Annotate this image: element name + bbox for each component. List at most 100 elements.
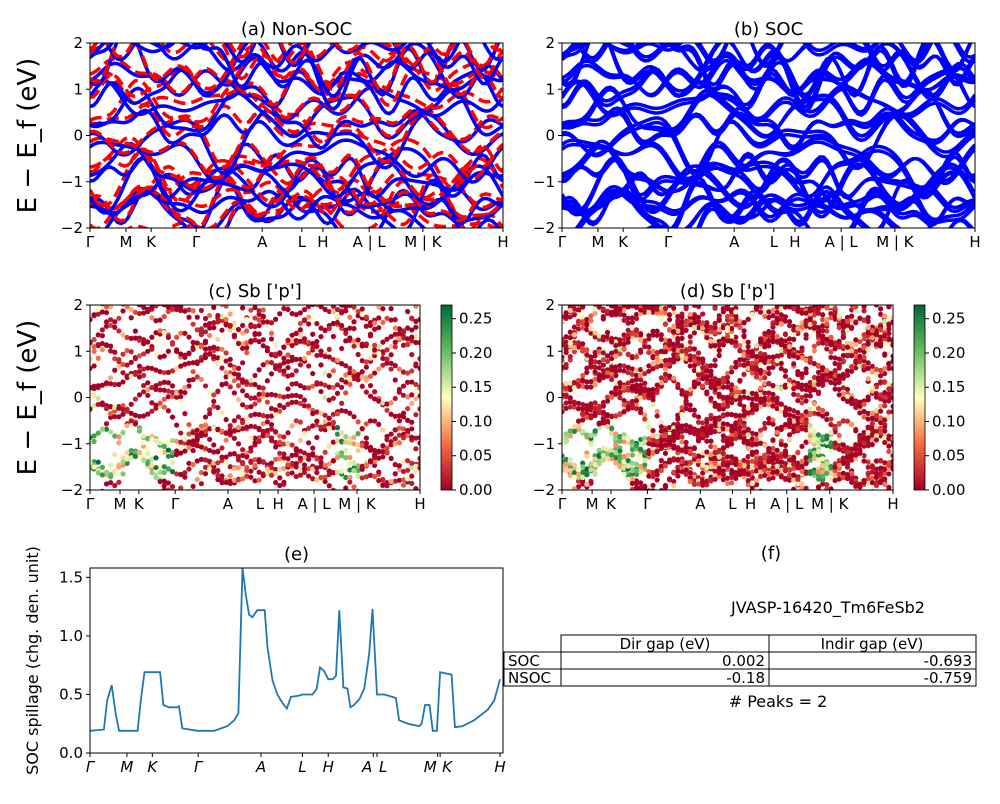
projection-point xyxy=(629,480,635,487)
projection-point xyxy=(248,468,254,474)
projection-point xyxy=(211,425,217,431)
projection-point xyxy=(563,431,569,437)
band-line-spin-up xyxy=(90,79,503,122)
projection-point xyxy=(770,354,776,360)
projection-point xyxy=(646,344,652,350)
projection-point xyxy=(211,398,217,404)
projection-point xyxy=(753,449,760,455)
projection-point xyxy=(170,298,175,303)
projection-point xyxy=(778,474,784,480)
projection-point xyxy=(293,399,299,405)
projection-point xyxy=(733,458,739,464)
projection-point xyxy=(712,324,718,331)
projection-point xyxy=(716,416,722,422)
projection-point xyxy=(741,320,747,326)
projection-point xyxy=(799,425,805,431)
projection-point xyxy=(597,297,602,302)
projection-point xyxy=(890,403,893,409)
projection-point xyxy=(367,319,374,326)
projection-point xyxy=(708,395,714,401)
projection-point xyxy=(877,478,884,485)
projection-point xyxy=(260,337,266,343)
projection-point xyxy=(671,443,677,449)
projection-point xyxy=(285,306,291,313)
projection-point xyxy=(832,425,838,431)
projection-point xyxy=(873,372,880,378)
projection-point xyxy=(799,480,805,487)
projection-point xyxy=(235,372,242,378)
projection-point xyxy=(290,494,295,499)
projection-point xyxy=(376,469,382,475)
projection-point xyxy=(136,353,143,359)
projection-point xyxy=(112,298,117,303)
projection-point xyxy=(613,308,619,315)
projection-point xyxy=(820,469,826,475)
projection-point xyxy=(252,372,258,379)
projection-point xyxy=(770,359,776,365)
projection-point xyxy=(712,400,718,406)
projection-point xyxy=(277,311,283,317)
projection-point xyxy=(807,452,813,458)
projection-point xyxy=(609,431,615,437)
projection-point xyxy=(857,363,863,369)
projection-point xyxy=(820,413,826,419)
projection-point xyxy=(301,355,308,361)
projection-point xyxy=(355,313,361,319)
projection-point xyxy=(642,488,648,490)
projection-point xyxy=(240,476,246,482)
x-tick-label: Γ xyxy=(192,233,201,251)
axes-frame xyxy=(89,567,504,754)
projection-point xyxy=(182,436,188,442)
projection-point xyxy=(695,367,702,373)
projection-point xyxy=(268,426,275,432)
row-label: NSOC xyxy=(508,669,551,687)
projection-point xyxy=(853,341,859,348)
projection-point xyxy=(708,343,714,349)
projection-point xyxy=(182,384,188,391)
projection-point xyxy=(820,333,826,339)
projection-point xyxy=(593,291,598,296)
projection-point xyxy=(277,433,283,439)
projection-point xyxy=(770,364,776,370)
projection-point xyxy=(281,465,287,472)
projection-point xyxy=(654,306,660,312)
projection-point xyxy=(753,343,760,349)
projection-point xyxy=(716,470,722,476)
projection-point xyxy=(729,382,735,388)
projection-point xyxy=(638,377,644,383)
projection-point xyxy=(766,420,772,426)
projection-point xyxy=(791,413,797,419)
projection-point xyxy=(671,483,677,489)
projection-point xyxy=(799,294,804,299)
projection-point xyxy=(836,442,842,448)
projection-point xyxy=(207,407,213,413)
projection-point xyxy=(700,375,706,382)
projection-point xyxy=(248,445,254,451)
projection-point xyxy=(865,376,871,382)
projection-point xyxy=(613,299,618,304)
projection-point xyxy=(227,478,233,484)
projection-point xyxy=(820,317,826,323)
projection-point xyxy=(190,339,196,346)
projection-point xyxy=(260,307,266,313)
x-tick-label: H xyxy=(272,495,283,513)
projection-point xyxy=(866,284,871,289)
y-tick-label: −1 xyxy=(533,435,555,453)
projection-point xyxy=(194,476,200,483)
projection-point xyxy=(306,363,312,369)
projection-point xyxy=(720,421,726,427)
projection-point xyxy=(182,474,188,480)
projection-point xyxy=(857,491,862,496)
projection-point xyxy=(700,359,706,366)
projection-point xyxy=(720,460,726,466)
colorbar-tick-label: 0.15 xyxy=(932,378,965,396)
projection-point xyxy=(389,497,394,502)
projection-point xyxy=(125,293,130,298)
projection-point xyxy=(405,467,411,473)
projection-point xyxy=(141,351,147,357)
projection-point xyxy=(745,360,751,366)
projection-point xyxy=(91,363,97,369)
projection-point xyxy=(849,470,855,476)
